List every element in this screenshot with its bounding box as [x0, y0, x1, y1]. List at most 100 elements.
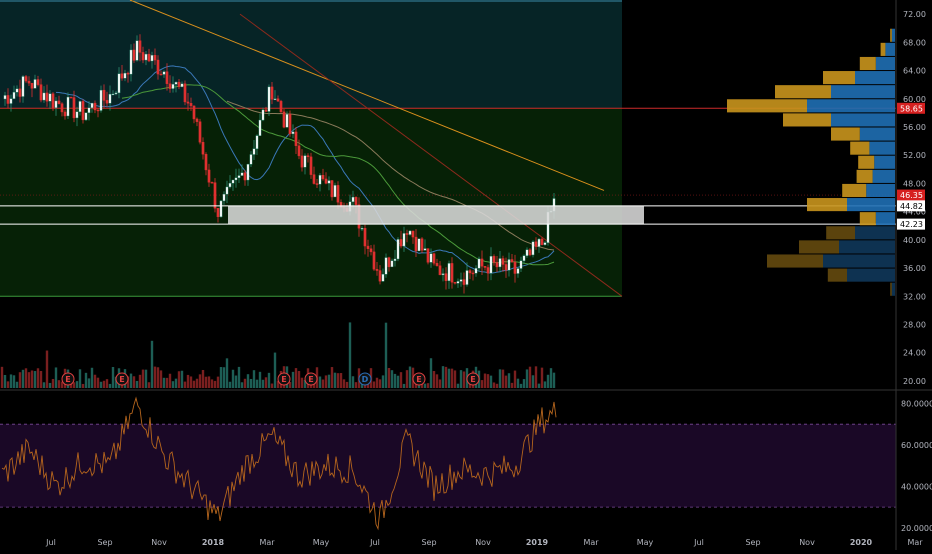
event-marker-circle[interactable] — [358, 372, 372, 386]
candle-body — [372, 251, 376, 270]
y-tick-label: 56.00 — [903, 123, 926, 132]
volume-bar — [516, 378, 520, 388]
candle-body — [399, 239, 403, 247]
candle-body — [513, 261, 517, 274]
volume-bar — [264, 377, 268, 388]
candle-body — [132, 49, 136, 61]
volume-bar — [519, 383, 523, 388]
profile-down-bar — [890, 282, 892, 296]
profile-down-bar — [783, 113, 831, 127]
candle-body — [198, 121, 202, 143]
x-tick-label: 2018 — [202, 538, 225, 547]
profile-up-bar — [839, 240, 895, 254]
volume-bar — [204, 376, 208, 388]
candle-body — [18, 88, 22, 97]
profile-up-bar — [847, 268, 895, 282]
volume-bar — [72, 382, 76, 388]
candle-body — [360, 228, 364, 230]
candle-body — [432, 253, 436, 264]
volume-bar — [87, 378, 91, 388]
volume-bar — [186, 374, 190, 388]
volume-bar — [327, 374, 331, 388]
volume-profile — [727, 28, 895, 296]
volume-bar — [399, 372, 403, 388]
event-marker-label: D — [362, 375, 369, 384]
volume-bar — [195, 378, 199, 388]
profile-up-bar — [823, 254, 895, 268]
event-marker-circle[interactable] — [115, 372, 129, 386]
volume-bar — [180, 370, 184, 388]
volume-bar — [153, 366, 157, 388]
candle-body — [471, 272, 475, 275]
volume-bar — [42, 382, 46, 388]
volume-bar — [33, 371, 37, 388]
profile-down-bar — [767, 254, 823, 268]
volume-bar — [333, 372, 337, 388]
x-tick-label: Sep — [421, 538, 436, 547]
candle-body — [3, 95, 7, 100]
volume-bar — [93, 374, 97, 388]
event-marker-circle[interactable] — [412, 372, 426, 386]
candle-body — [327, 180, 331, 184]
candle-body — [282, 111, 286, 128]
candle-body — [459, 279, 463, 282]
volume-bar — [54, 367, 58, 388]
candle-body — [318, 175, 322, 185]
volume-bar — [144, 369, 148, 388]
candle-body — [324, 178, 328, 184]
profile-up-bar — [891, 28, 895, 42]
volume-bar — [429, 358, 433, 388]
volume-bar — [0, 366, 4, 388]
event-marker-circle[interactable] — [61, 372, 75, 386]
candle-body — [492, 256, 496, 263]
candle-body — [303, 155, 307, 168]
profile-up-bar — [885, 42, 895, 56]
x-tick-label: Sep — [97, 538, 112, 547]
candle-body — [465, 270, 469, 285]
volume-bar — [324, 375, 328, 388]
y-tick-label: 48.00 — [903, 179, 926, 188]
candle-body — [297, 145, 301, 157]
event-marker-circle[interactable] — [304, 372, 318, 386]
volume-bar — [192, 380, 196, 388]
candle-body — [42, 92, 46, 101]
volume-bar — [444, 366, 448, 388]
volume-bar — [243, 378, 247, 388]
candle-body — [363, 228, 367, 247]
volume-bar — [48, 382, 52, 388]
volume-bar — [27, 372, 31, 388]
zone-layer — [0, 0, 896, 297]
volume-bar — [30, 370, 34, 388]
candle-body — [285, 114, 289, 128]
y-tick-label: 72.00 — [903, 10, 926, 19]
volume-bar — [303, 379, 307, 388]
candle-body — [12, 92, 16, 99]
candle-body — [90, 102, 94, 109]
volume-bar — [12, 375, 16, 388]
profile-up-bar — [875, 212, 895, 226]
x-tick-label: Nov — [799, 538, 815, 547]
candle-body — [420, 238, 424, 251]
profile-up-bar — [875, 56, 895, 71]
candle-body — [375, 269, 379, 271]
profile-down-bar — [880, 42, 886, 56]
volume-bar — [270, 383, 274, 388]
candle-body — [273, 98, 277, 100]
candle-body — [456, 281, 460, 284]
y-tick-label: 40.00 — [903, 236, 926, 245]
candle-body — [177, 81, 181, 88]
event-marker-circle[interactable] — [466, 372, 480, 386]
volume-bar — [183, 381, 187, 388]
y-tick-label: 52.00 — [903, 151, 926, 160]
volume-bar — [258, 371, 262, 388]
volume-bar — [453, 370, 457, 388]
volume-bar — [9, 374, 13, 388]
x-tick-label: Jul — [693, 538, 704, 547]
x-tick-label: Jul — [369, 538, 380, 547]
volume-bar — [147, 382, 151, 388]
event-marker-circle[interactable] — [277, 372, 291, 386]
candle-body — [510, 259, 514, 263]
candle-body — [291, 131, 295, 135]
